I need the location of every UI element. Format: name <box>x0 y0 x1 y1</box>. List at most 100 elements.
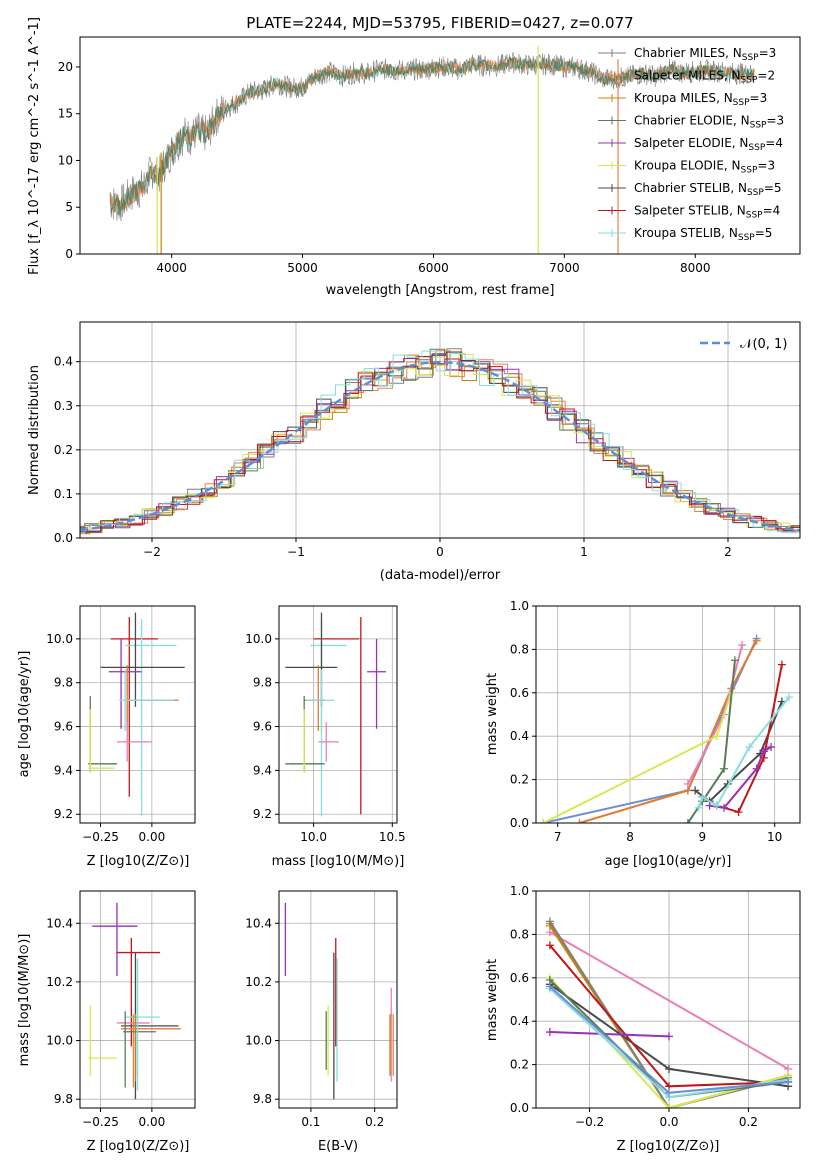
legend-nssp-sub: SSP <box>746 211 763 221</box>
y-tick-label: 1.0 <box>510 599 529 613</box>
legend-nssp-eq: = <box>764 181 774 195</box>
y-axis-label: mass weight <box>485 673 500 755</box>
y-tick-label: 9.4 <box>253 763 272 777</box>
y-tick-label: 0.3 <box>54 399 73 413</box>
mass-vs-Z-errorbars-panel: −0.25 0.00 9.8 10.0 10.2 10.4 Z [log10(Z/Z⊙)] m… <box>17 890 196 1154</box>
legend-nssp-sub: SSP <box>747 188 764 198</box>
legend-nssp-sub: SSP <box>733 98 750 108</box>
legend-entry-name: Kroupa STELIB <box>634 226 721 240</box>
legend-entry: Salpeter MILES, NSSP=2 <box>634 69 775 86</box>
x-tick-label: 10.0 <box>300 830 327 844</box>
legend-entry: Kroupa MILES, NSSP=3 <box>634 91 767 108</box>
y-tick-label: 0.0 <box>54 531 73 545</box>
x-tick-label: −0.2 <box>575 1115 604 1129</box>
x-axis-label: Z [log10(Z/Z⊙)] <box>87 1139 190 1154</box>
age-vs-mass-errorbars-panel: 10.0 10.5 9.2 9.4 9.6 9.8 10.0 mass [log10(M/M⊙… <box>245 605 406 869</box>
gaussian-curve <box>80 360 800 532</box>
legend-nssp-label: , N <box>724 69 741 83</box>
axes-frame <box>535 605 801 824</box>
y-tick-label: 9.8 <box>253 676 272 690</box>
massweight-vs-Z-marks <box>545 917 793 1108</box>
legend-nssp-value: 4 <box>773 204 781 218</box>
legend-entry: Chabrier MILES, NSSP=3 <box>634 46 776 63</box>
y-tick-label: 0.0 <box>510 816 529 830</box>
spectrum-marks <box>109 45 755 254</box>
massweight-vs-Z-panel: −0.2 0.0 0.2 0.0 0.2 0.4 0.6 0.8 1.0 Z [log10(Z/Z… <box>485 884 801 1154</box>
y-tick-label: 10.0 <box>46 632 73 646</box>
legend-nssp-label: , N <box>733 114 750 128</box>
x-tick-label: 0.00 <box>139 830 166 844</box>
y-tick-label: 1.0 <box>510 884 529 898</box>
weight-point-marker <box>683 819 692 823</box>
y-tick-label: 10.0 <box>245 1034 272 1048</box>
weight-point-marker <box>785 693 794 702</box>
x-tick-label: 0.2 <box>365 1115 384 1129</box>
weight-point-marker <box>691 786 700 795</box>
x-tick-label: 10.5 <box>379 830 406 844</box>
legend-nssp-sub: SSP <box>748 143 765 153</box>
y-tick-label: 0.4 <box>510 729 529 743</box>
legend-nssp-eq: = <box>755 226 765 240</box>
y-axis-label: Flux [f_λ 10^-17 erg cm^-2 s^-1 A^-1] <box>27 17 42 275</box>
x-axis-label: mass [log10(M/M⊙)] <box>272 854 405 869</box>
y-tick-label: 0.6 <box>510 686 529 700</box>
legend-nssp-value: 2 <box>767 69 775 83</box>
legend-nssp-eq: = <box>759 46 769 60</box>
age-vs-mass-errorbars-marks <box>285 612 386 817</box>
legend-nssp-label: , N <box>730 181 747 195</box>
legend-nssp-value: 5 <box>774 181 782 195</box>
y-tick-label: 9.2 <box>253 807 272 821</box>
weight-point-marker <box>777 660 786 669</box>
age-vs-Z-errorbars-panel: −0.25 0.00 9.2 9.4 9.6 9.8 10.0 Z [log10(Z/Z⊙)]… <box>17 605 196 869</box>
legend-entry-name: Chabrier ELODIE <box>634 114 733 128</box>
legend-nssp-eq: = <box>766 114 776 128</box>
legend-nssp-sub: SSP <box>750 121 767 131</box>
y-tick-label: 10.4 <box>46 916 73 930</box>
x-tick-label: 0.2 <box>739 1115 758 1129</box>
weight-series-line <box>687 660 736 823</box>
y-tick-label: 20 <box>58 60 73 74</box>
y-tick-label: 0.4 <box>54 355 73 369</box>
y-axis-label: mass [log10(M/M⊙)] <box>17 934 32 1067</box>
x-axis-label: age [log10(age/yr)] <box>605 854 732 869</box>
weight-point-marker <box>539 819 548 823</box>
axes-frame <box>79 890 196 1109</box>
weight-point-marker <box>767 743 776 752</box>
weight-point-marker <box>664 1032 673 1041</box>
weight-series-line <box>579 640 758 823</box>
x-tick-label: 0.1 <box>301 1115 320 1129</box>
y-tick-label: 9.8 <box>54 1092 73 1106</box>
x-axis-label: (data-model)/error <box>380 568 501 583</box>
legend-nssp-sub: SSP <box>741 76 758 86</box>
legend-nssp-label: , N <box>732 136 749 150</box>
legend-nssp-eq: = <box>765 136 775 150</box>
legend-entry-name: Kroupa MILES <box>634 91 716 105</box>
legend-nssp-eq: = <box>757 159 767 173</box>
weight-point-marker <box>720 764 729 773</box>
weight-point-marker <box>705 801 714 810</box>
legend-nssp-sub: SSP <box>742 53 759 63</box>
weight-point-marker <box>734 808 743 817</box>
y-tick-label: 0.1 <box>54 487 73 501</box>
legend-entry-name: Chabrier MILES <box>634 46 725 60</box>
legend-nssp-value: 4 <box>775 136 783 150</box>
legend-nssp-eq: = <box>750 91 760 105</box>
x-tick-label: −0.25 <box>82 830 119 844</box>
y-tick-label: 10.0 <box>46 1034 73 1048</box>
spectrum-panel: 4000 5000 6000 7000 8000 0 5 10 15 20 Chabrier MIL… <box>27 17 801 298</box>
weight-point-marker <box>664 1104 673 1108</box>
x-tick-label: 7 <box>554 830 562 844</box>
weight-point-marker <box>664 1088 673 1097</box>
x-tick-label: 0 <box>436 545 444 559</box>
weight-point-marker <box>752 764 761 773</box>
massweight-vs-age-marks <box>539 634 794 823</box>
y-tick-label: 9.6 <box>253 720 272 734</box>
legend-entry: Chabrier ELODIE, NSSP=3 <box>634 114 784 131</box>
x-tick-label: 1 <box>580 545 588 559</box>
legend-entry-name: Salpeter MILES <box>634 69 724 83</box>
x-tick-label: −2 <box>143 545 161 559</box>
weight-point-marker <box>575 819 584 823</box>
histogram-series <box>80 350 800 534</box>
y-tick-label: 10.4 <box>245 916 272 930</box>
